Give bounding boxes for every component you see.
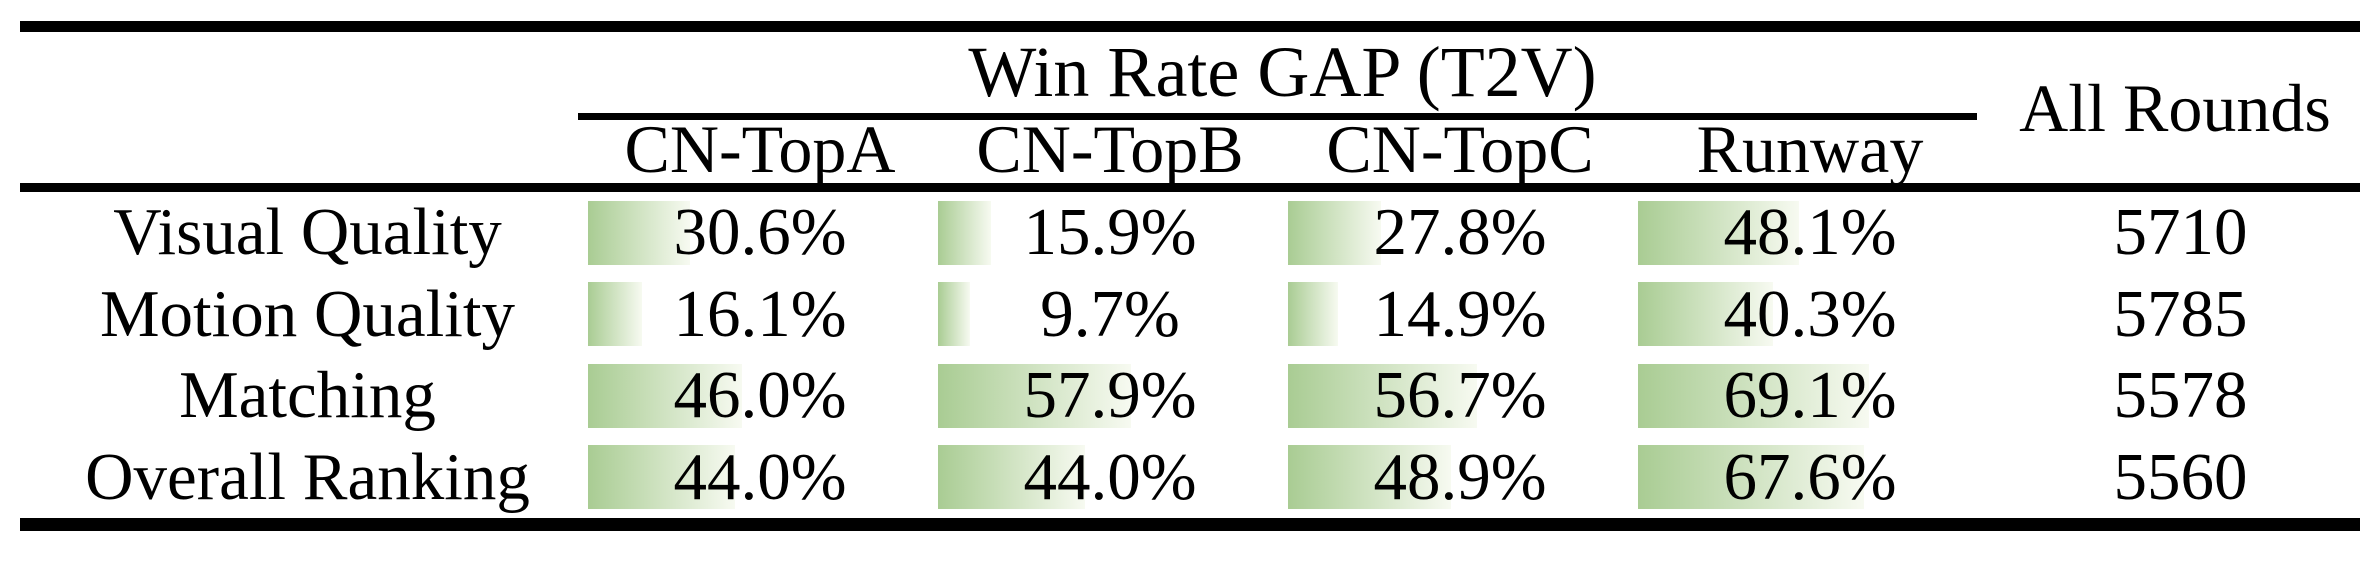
win-rate-cell: 67.6% xyxy=(1635,437,1985,519)
win-rate-value: 57.9% xyxy=(1023,358,1197,433)
win-rate-bar xyxy=(938,445,1085,510)
win-rate-bar xyxy=(1288,200,1381,265)
table-row: Overall Ranking 44.0% 44.0% 48.9% 67.6% … xyxy=(0,437,2376,519)
win-rate-cell: 15.9% xyxy=(935,192,1285,274)
win-rate-cell: 16.1% xyxy=(585,274,935,356)
win-rate-cell: 30.6% xyxy=(585,192,935,274)
group-header-underline xyxy=(578,113,1977,120)
win-rate-cell: 40.3% xyxy=(1635,274,1985,356)
win-rate-value: 9.7% xyxy=(1040,276,1180,351)
win-rate-value: 69.1% xyxy=(1723,358,1897,433)
win-rate-bar xyxy=(938,282,971,347)
win-rate-bar xyxy=(588,200,691,265)
row-label: Motion Quality xyxy=(99,276,516,351)
row-label: Matching xyxy=(179,358,436,433)
win-rate-bar xyxy=(1638,445,1864,510)
win-rate-value: 44.0% xyxy=(1023,439,1197,514)
table-group-title: Win Rate GAP (T2V) xyxy=(968,32,1597,112)
win-rate-bar xyxy=(1638,282,1773,347)
column-header-all-rounds: All Rounds xyxy=(2019,69,2331,146)
win-rate-bar xyxy=(1638,200,1799,265)
win-rate-value: 30.6% xyxy=(673,195,847,270)
win-rate-cell: 57.9% xyxy=(935,355,1285,437)
column-header-cn-topb: CN-TopB xyxy=(976,111,1244,187)
all-rounds-value: 5560 xyxy=(2113,439,2248,514)
win-rate-cell: 69.1% xyxy=(1635,355,1985,437)
win-rate-bar xyxy=(938,200,992,265)
win-rate-bar xyxy=(1288,445,1452,510)
win-rate-cell: 48.9% xyxy=(1285,437,1635,519)
table-row: Visual Quality 30.6% 15.9% 27.8% 48.1% 5… xyxy=(0,192,2376,274)
row-label: Overall Ranking xyxy=(85,439,530,514)
all-rounds-value: 5578 xyxy=(2113,358,2248,433)
win-rate-value: 16.1% xyxy=(673,276,847,351)
win-rate-cell: 48.1% xyxy=(1635,192,1985,274)
all-rounds-value: 5785 xyxy=(2113,276,2248,351)
row-label: Visual Quality xyxy=(113,195,502,270)
win-rate-value: 48.9% xyxy=(1373,439,1547,514)
table-bottom-rule xyxy=(20,518,2360,531)
win-rate-bar xyxy=(1288,363,1478,428)
table-row: Motion Quality 16.1% 9.7% 14.9% 40.3% 57… xyxy=(0,274,2376,356)
win-rate-value: 48.1% xyxy=(1723,195,1897,270)
all-rounds-value: 5710 xyxy=(2113,195,2248,270)
win-rate-value: 40.3% xyxy=(1723,276,1897,351)
win-rate-cell: 44.0% xyxy=(935,437,1285,519)
win-rate-value: 56.7% xyxy=(1373,358,1547,433)
win-rate-bar xyxy=(588,363,742,428)
win-rate-cell: 46.0% xyxy=(585,355,935,437)
win-rate-bar xyxy=(588,282,642,347)
win-rate-value: 44.0% xyxy=(673,439,847,514)
win-rate-cell: 56.7% xyxy=(1285,355,1635,437)
win-rate-bar xyxy=(938,363,1132,428)
win-rate-bar xyxy=(1288,282,1338,347)
win-rate-value: 46.0% xyxy=(673,358,847,433)
header-body-rule xyxy=(20,183,2360,192)
win-rate-cell: 27.8% xyxy=(1285,192,1635,274)
win-rate-bar xyxy=(1638,363,1869,428)
win-rate-value: 15.9% xyxy=(1023,195,1197,270)
column-header-cn-topc: CN-TopC xyxy=(1326,111,1594,187)
column-header-cn-topa: CN-TopA xyxy=(624,111,896,187)
table-top-rule xyxy=(20,21,2360,32)
win-rate-cell: 44.0% xyxy=(585,437,935,519)
win-rate-bar xyxy=(588,445,735,510)
win-rate-value: 27.8% xyxy=(1373,195,1547,270)
win-rate-value: 14.9% xyxy=(1373,276,1547,351)
table-body: Visual Quality 30.6% 15.9% 27.8% 48.1% 5… xyxy=(0,192,2376,518)
table-row: Matching 46.0% 57.9% 56.7% 69.1% 5578 xyxy=(0,355,2376,437)
win-rate-value: 67.6% xyxy=(1723,439,1897,514)
win-rate-cell: 9.7% xyxy=(935,274,1285,356)
column-header-runway: Runway xyxy=(1696,111,1924,187)
win-rate-cell: 14.9% xyxy=(1285,274,1635,356)
